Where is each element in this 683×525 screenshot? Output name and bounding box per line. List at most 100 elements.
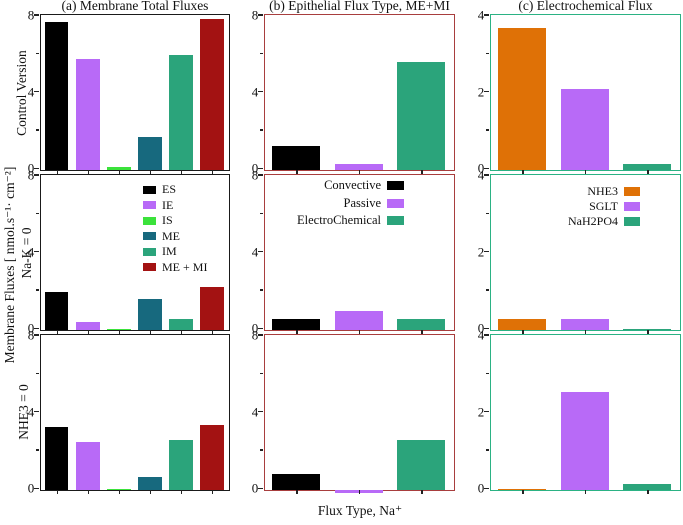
bar-Convective	[272, 146, 321, 170]
y-tick-label: 0	[251, 480, 259, 496]
y-minor-tick	[260, 212, 264, 214]
bar-MEMI	[199, 18, 224, 170]
y-tick-label: 0	[477, 320, 485, 336]
legend-item: IM	[143, 244, 207, 260]
legend-item: ES	[143, 182, 207, 198]
bar-Convective	[272, 473, 321, 490]
y-tick	[34, 251, 40, 253]
panel-a-title: (a) Membrane Total Fluxes	[61, 0, 209, 13]
bar-NaH2PO4	[623, 164, 672, 170]
x-tick	[87, 330, 89, 334]
y-tick-label: 2	[477, 244, 485, 260]
bar-IS	[106, 488, 131, 490]
y-minor-tick	[486, 212, 490, 214]
legend-swatch	[387, 216, 404, 226]
x-tick	[211, 330, 214, 334]
x-tick	[211, 490, 214, 494]
legend-item: IS	[143, 213, 207, 229]
y-tick	[258, 411, 264, 413]
x-tick	[296, 330, 298, 334]
y-minor-tick	[486, 129, 490, 131]
x-tick	[56, 170, 58, 174]
y-axis-label: Membrane Fluxes [ nmol.s⁻¹· cm⁻²]	[2, 166, 17, 364]
x-tick	[180, 490, 183, 494]
x-tick	[421, 490, 423, 494]
legend-label: ME	[162, 228, 180, 243]
y-minor-tick	[260, 52, 264, 54]
bar-NHE3	[498, 28, 547, 170]
legend-swatch	[624, 187, 640, 196]
bar-NaH2PO4	[623, 484, 672, 490]
x-tick	[56, 330, 58, 334]
y-tick	[484, 327, 490, 330]
legend-label: IM	[162, 244, 177, 259]
y-tick	[484, 91, 490, 93]
chart-panel-a-row2: 0 4 8	[28, 329, 230, 495]
bar-IE	[75, 442, 100, 490]
y-tick	[34, 167, 40, 170]
y-tick-label: 0	[251, 160, 259, 176]
y-minor-tick	[36, 372, 40, 374]
legend-item: Passive	[297, 195, 404, 213]
y-minor-tick	[486, 372, 490, 374]
legend-label: ElectroChemical	[297, 213, 381, 228]
y-tick-label: 2	[477, 84, 485, 100]
x-tick	[584, 490, 587, 494]
y-tick	[484, 411, 490, 413]
legend-swatch	[387, 181, 404, 191]
x-tick	[358, 330, 361, 334]
x-tick	[87, 170, 89, 174]
x-tick	[211, 170, 214, 174]
bar-IS	[106, 329, 131, 330]
bar-ES	[44, 291, 69, 330]
x-tick	[118, 490, 121, 494]
bar-Convective	[272, 319, 321, 330]
legend-item: ME	[143, 229, 207, 245]
y-tick-label: 0	[27, 320, 35, 336]
bar-ES	[44, 22, 69, 170]
x-tick	[522, 490, 524, 494]
legend-item: ElectroChemical	[297, 212, 404, 230]
x-tick	[149, 490, 152, 494]
y-tick	[484, 167, 490, 170]
legend-a: ES IE IS ME IM ME + MI	[143, 182, 207, 275]
x-tick	[296, 170, 298, 174]
y-tick-label: 8	[27, 167, 35, 183]
y-minor-tick	[36, 449, 40, 451]
x-tick	[584, 170, 587, 174]
y-tick-label: 8	[27, 7, 35, 23]
legend-label: IE	[162, 197, 174, 212]
bar-ElectroChemical	[397, 61, 446, 170]
x-tick	[180, 170, 183, 174]
y-tick	[34, 14, 40, 16]
x-tick	[149, 330, 152, 334]
y-tick-label: 0	[251, 320, 259, 336]
y-tick-label: 8	[251, 167, 259, 183]
y-tick	[484, 334, 490, 336]
bar-NHE3	[498, 318, 547, 330]
legend-label: NHE3	[587, 184, 618, 198]
legend-swatch	[143, 263, 156, 272]
y-tick-label: 4	[251, 84, 259, 100]
legend-swatch	[624, 217, 640, 226]
bar-SGLT	[560, 392, 609, 490]
y-tick	[258, 334, 264, 336]
legend-label: ES	[162, 182, 177, 197]
x-tick	[647, 330, 649, 334]
y-tick	[258, 91, 264, 93]
legend-label: Convective	[324, 178, 381, 193]
chart-panel-c-row2: 0 2 4	[478, 329, 681, 495]
x-tick	[358, 170, 361, 174]
legend-item: NaH2PO4	[568, 214, 640, 229]
bar-SGLT	[560, 318, 609, 330]
bar-Passive	[334, 310, 383, 330]
legend-c: NHE3 SGLT NaH2PO4	[568, 184, 640, 229]
x-tick	[180, 330, 183, 334]
y-tick	[484, 251, 490, 253]
y-tick	[258, 174, 264, 176]
y-tick-label: 4	[251, 244, 259, 260]
legend-item: NHE3	[568, 184, 640, 199]
legend-swatch	[143, 201, 156, 210]
chart-panel-b-row0: 0 4 8	[252, 9, 455, 175]
